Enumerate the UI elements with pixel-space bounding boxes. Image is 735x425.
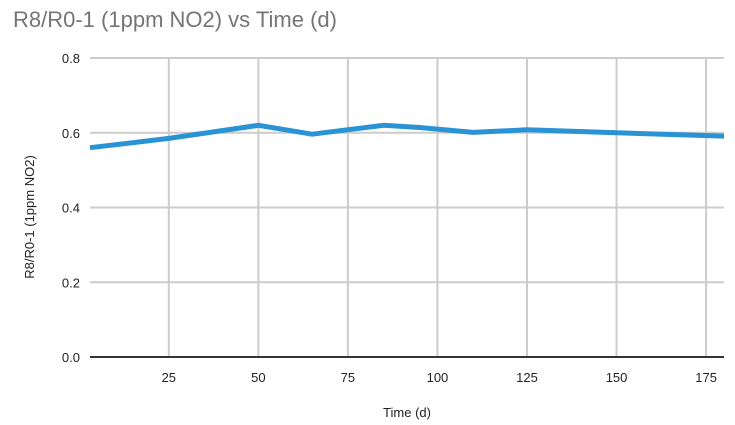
series-line <box>89 122 725 151</box>
x-axis-label: Time (d) <box>383 405 431 420</box>
y-tick-label: 0.0 <box>62 350 80 365</box>
data-series <box>89 122 725 151</box>
x-tick-label: 125 <box>516 370 538 385</box>
y-tick-label: 0.4 <box>62 201 80 216</box>
x-tick-label: 175 <box>695 370 717 385</box>
y-tick-label: 0.8 <box>62 51 80 66</box>
x-tick-label: 50 <box>251 370 265 385</box>
x-tick-label: 75 <box>341 370 355 385</box>
x-tick-label: 100 <box>427 370 449 385</box>
chart-title: R8/R0-1 (1ppm NO2) vs Time (d) <box>13 7 337 32</box>
x-tick-label: 25 <box>162 370 176 385</box>
x-tick-label: 150 <box>606 370 628 385</box>
x-axis-ticks: 25 50 75 100 125 150 175 <box>162 370 717 385</box>
y-tick-label: 0.2 <box>62 275 80 290</box>
y-axis-label: R8/R0-1 (1ppm NO2) <box>22 155 37 279</box>
gridlines <box>90 57 724 357</box>
y-tick-label: 0.6 <box>62 126 80 141</box>
y-axis-ticks: 0.0 0.2 0.4 0.6 0.8 <box>62 51 80 365</box>
